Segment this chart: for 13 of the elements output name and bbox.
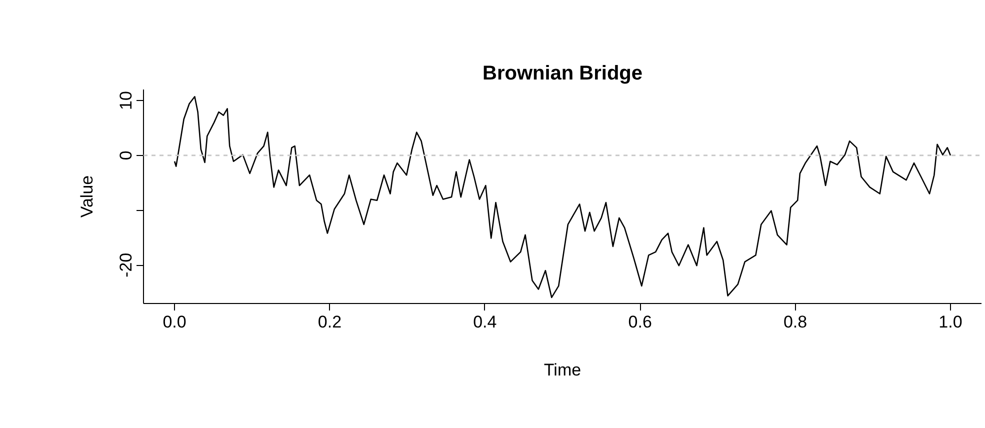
y-tick-label: 0 [116, 150, 136, 160]
y-tick-label: 10 [116, 91, 136, 110]
x-tick-label: 0.2 [318, 312, 342, 332]
chart-title: Brownian Bridge [482, 62, 643, 84]
x-tick-label: 0.6 [628, 312, 652, 332]
x-tick-label: 1.0 [938, 312, 962, 332]
x-tick-label: 0.4 [473, 312, 497, 332]
y-axis-title: Value [78, 175, 96, 218]
x-tick-label: 0.0 [162, 312, 186, 332]
x-tick-label: 0.8 [783, 312, 808, 332]
line-series [174, 96, 952, 298]
y-tick-label: -20 [116, 252, 136, 278]
x-axis-title: Time [544, 360, 582, 380]
